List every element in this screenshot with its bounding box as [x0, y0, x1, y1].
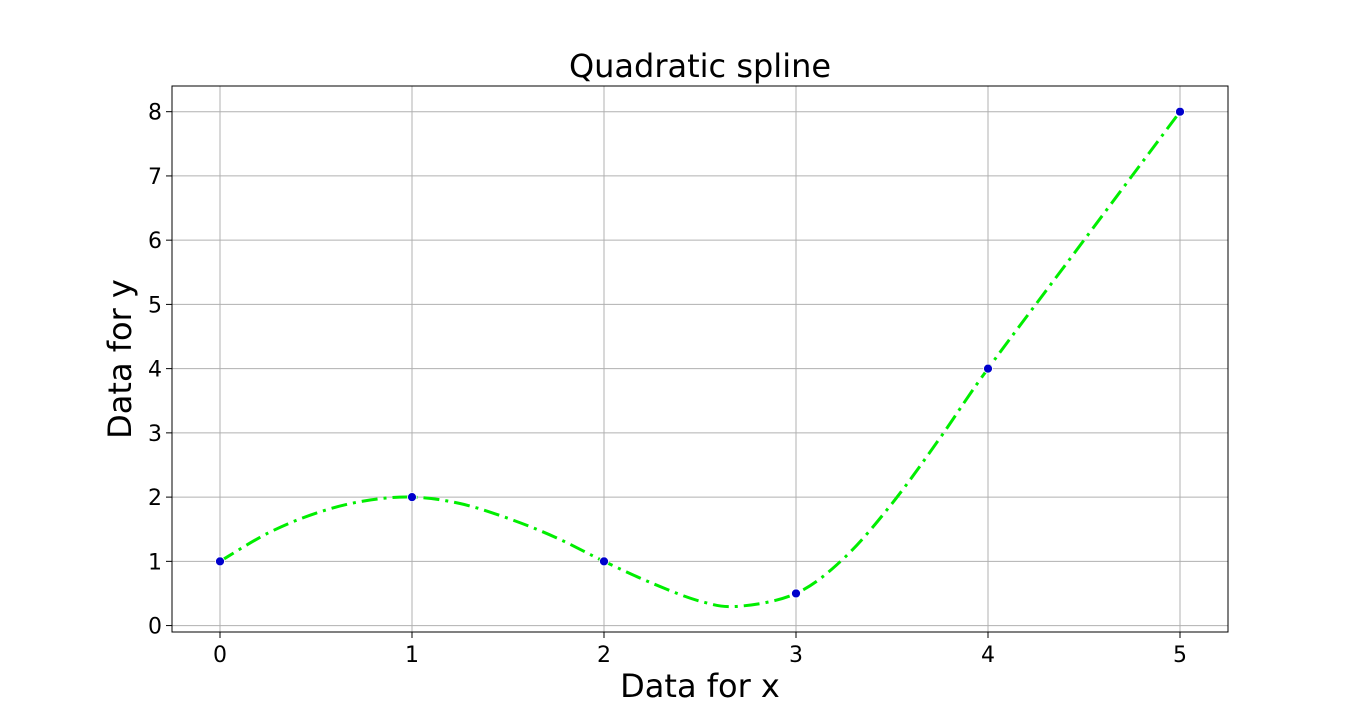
data-point: [983, 363, 993, 374]
x-tick-label: 4: [981, 643, 995, 668]
y-tick-label: 6: [148, 229, 162, 254]
y-tick-label: 0: [148, 615, 162, 640]
x-tick-label: 0: [213, 643, 227, 668]
x-tick-label: 3: [789, 643, 803, 668]
plot-area-frame: [171, 85, 1229, 633]
y-tick-label: 3: [148, 422, 162, 447]
spline-line: [219, 110, 1182, 609]
x-tick-label: 5: [1173, 643, 1187, 668]
y-tick-label: 7: [148, 165, 162, 190]
y-axis-title: Data for y: [101, 279, 139, 439]
y-axis-ticks: 0 1 2 3 4 5 6 7 8: [148, 101, 172, 640]
x-tick-label: 2: [597, 643, 611, 668]
y-tick-label: 1: [148, 550, 162, 575]
x-axis-title: Data for x: [620, 667, 780, 705]
data-point: [791, 588, 801, 599]
data-point: [1175, 106, 1185, 117]
y-tick-label: 8: [148, 101, 162, 126]
x-tick-label: 1: [405, 643, 419, 668]
y-tick-label: 5: [148, 293, 162, 318]
y-tick-label: 4: [148, 358, 162, 383]
y-tick-label: 2: [148, 486, 162, 511]
data-point: [407, 492, 417, 503]
x-axis-ticks: 0 1 2 3 4 5: [213, 632, 1187, 668]
data-point: [599, 556, 609, 567]
data-point: [215, 556, 225, 567]
grid: [172, 86, 1228, 632]
data-points: [215, 106, 1185, 599]
chart-title: Quadratic spline: [569, 47, 831, 85]
